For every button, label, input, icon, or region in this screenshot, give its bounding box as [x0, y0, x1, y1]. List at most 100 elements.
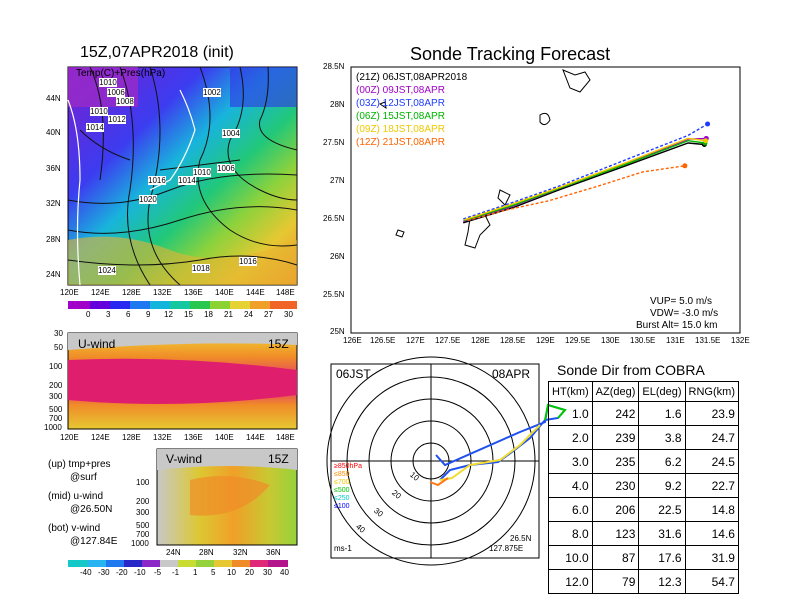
lat-label: 28N: [199, 548, 214, 557]
track-line-3: [464, 139, 706, 222]
track-map-frame: [350, 66, 741, 334]
polar-lon: 127.875E: [489, 544, 524, 553]
uwind-time: 15Z: [268, 337, 289, 351]
left-title: 15Z,07APR2018 (init): [80, 44, 234, 61]
cell-rng: 24.5: [684, 449, 739, 474]
table-row: 6.0 206 22.5 14.8: [548, 497, 739, 522]
legend-entry: (09Z) 18JST,08APR: [356, 124, 445, 135]
colorbar-tick: 3: [106, 310, 111, 319]
cell-az: 242: [591, 401, 640, 426]
cell-rng: 54.7: [684, 569, 739, 594]
lon-label: 129.5E: [565, 336, 591, 345]
cell-az: 230: [591, 473, 640, 498]
cell-rng: 14.8: [684, 497, 739, 522]
cell-el: 1.6: [638, 401, 686, 426]
table-title: Sonde Dir from COBRA: [557, 362, 705, 378]
col-header: EL(deg): [638, 381, 686, 402]
colorbar-tick: 18: [204, 310, 213, 319]
table-row: 1.0 242 1.6 23.9: [548, 401, 739, 426]
track-line-0: [462, 142, 705, 224]
cell-rng: 24.7: [684, 425, 739, 450]
lat-label: 27.5N: [323, 138, 345, 147]
legend-entry: (00Z) 09JST,08APR: [356, 85, 445, 96]
lon-label: 124E: [91, 433, 110, 442]
cell-ht: 3.0: [548, 449, 593, 474]
lon-label: 130E: [601, 336, 620, 345]
cell-ht: 12.0: [548, 569, 593, 594]
lon-label: 126.5E: [370, 336, 396, 345]
lon-label: 124E: [91, 288, 110, 297]
lat-label: 40N: [46, 128, 61, 137]
lat-label: 24N: [46, 270, 61, 279]
lat-label: 32N: [46, 199, 61, 208]
lon-label: 127.5E: [435, 336, 461, 345]
pressure-label: 1018: [192, 264, 210, 273]
lat-label: 26N: [330, 252, 345, 261]
level-entry: ≤850: [334, 471, 350, 478]
lat-label: 28N: [330, 100, 345, 109]
cell-ht: 6.0: [548, 497, 593, 522]
table-row: 4.0 230 9.2 22.7: [548, 473, 739, 498]
cell-el: 12.3: [638, 569, 686, 594]
cell-az: 79: [591, 569, 640, 594]
uwind-panel: [67, 332, 298, 430]
track-end-point-5: [682, 163, 688, 169]
pressure-label: 1020: [139, 195, 157, 204]
lon-label: 140E: [215, 433, 234, 442]
colorbar-tick: -30: [98, 568, 110, 577]
lon-label: 129E: [536, 336, 555, 345]
colorbar-tick: 10: [227, 568, 236, 577]
colorbar-tick: -20: [116, 568, 128, 577]
lat-label: 27N: [330, 176, 345, 185]
vwind-time: 15Z: [268, 452, 289, 466]
pressure-label: 1010: [90, 107, 108, 116]
colorbar-tick: -10: [134, 568, 146, 577]
col-header: HT(km): [548, 381, 593, 402]
colorbar-tick: 40: [280, 568, 289, 577]
lon-label: 132E: [153, 288, 172, 297]
lon-label: 128.5E: [500, 336, 526, 345]
polar-time: 06JST: [336, 367, 371, 381]
map-field-label: Temp(C)+Pres(hPa): [76, 68, 166, 79]
lat-label: 44N: [46, 94, 61, 103]
cell-rng: 31.9: [684, 545, 739, 570]
lon-label: 127E: [406, 336, 425, 345]
param-vdw: VDW= -3.0 m/s: [650, 308, 719, 319]
pressure-label: 1014: [178, 176, 196, 185]
cell-az: 235: [591, 449, 640, 474]
lat-label: 36N: [46, 164, 61, 173]
legend-entry: (03Z) 12JST,08APR: [356, 98, 445, 109]
note: (bot) v-wind: [48, 523, 101, 534]
level-entry: ≤500: [334, 487, 350, 494]
plev-label: 300: [49, 392, 63, 401]
lon-label: 126E: [343, 336, 362, 345]
plev-label: 100: [49, 362, 63, 371]
lon-label: 131E: [666, 336, 685, 345]
track-title: Sonde Tracking Forecast: [410, 44, 611, 64]
vwind-panel: [156, 448, 298, 546]
plev-label: 200: [136, 497, 150, 506]
colorbar-tick: 5: [211, 568, 216, 577]
level-entry: ≤100: [334, 503, 350, 510]
table-row: 3.0 235 6.2 24.5: [548, 449, 739, 474]
plev-label: 500: [136, 521, 150, 530]
note: @127.84E: [70, 536, 118, 547]
temp-colorbar: [68, 301, 297, 309]
plev-label: 500: [49, 405, 63, 414]
lat-label: 36N: [266, 548, 281, 557]
table-row: 12.0 79 12.3 54.7: [548, 569, 739, 594]
track-end-point-4: [703, 138, 709, 144]
lon-label: 128E: [471, 336, 490, 345]
cell-el: 9.2: [638, 473, 686, 498]
pressure-label: 1010: [193, 168, 211, 177]
plev-label: 700: [49, 414, 63, 423]
lon-label: 136E: [184, 288, 203, 297]
colorbar-tick: 0: [86, 310, 91, 319]
cell-el: 17.6: [638, 545, 686, 570]
cell-ht: 4.0: [548, 473, 593, 498]
lon-label: 130.5E: [630, 336, 656, 345]
track-coastlines: [378, 69, 591, 249]
lat-label: 32N: [233, 548, 248, 557]
colorbar-tick: -40: [80, 568, 92, 577]
pressure-label: 1010: [99, 78, 117, 87]
